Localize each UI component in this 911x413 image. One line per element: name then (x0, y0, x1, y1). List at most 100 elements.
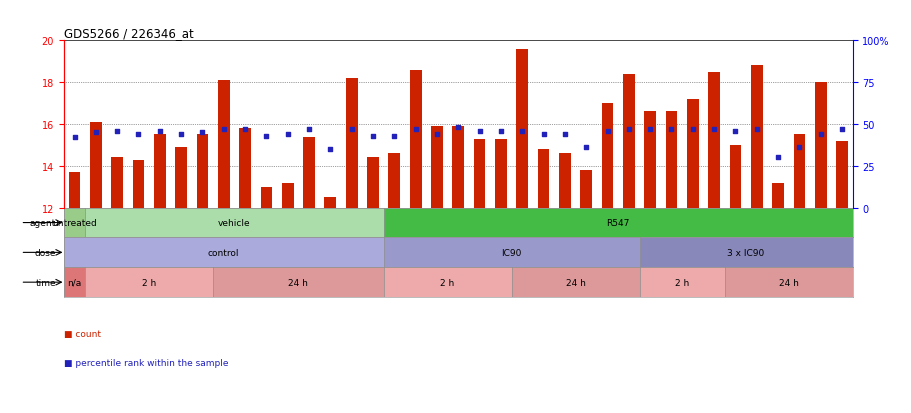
Point (663, 126, 678, 133)
Bar (197, 135, 208, 208)
Bar (175, 148, 187, 208)
Point (472, 128, 486, 135)
Bar (643, 112, 655, 208)
Point (685, 126, 700, 133)
Point (749, 126, 763, 133)
Text: n/a: n/a (67, 278, 82, 287)
Point (642, 126, 657, 133)
Bar (239, 129, 251, 208)
Bar (90, 123, 101, 208)
Bar (384, 208, 852, 238)
Text: 24 h: 24 h (288, 278, 308, 287)
Bar (132, 160, 144, 208)
Point (621, 126, 636, 133)
Bar (750, 66, 762, 208)
Bar (686, 100, 698, 208)
Point (792, 145, 806, 152)
Bar (431, 127, 443, 208)
Text: ■ percentile rank within the sample: ■ percentile rank within the sample (64, 358, 228, 368)
Point (365, 133, 380, 140)
Bar (302, 137, 314, 208)
Point (493, 128, 507, 135)
Point (174, 131, 189, 138)
Point (557, 131, 571, 138)
Bar (708, 73, 719, 208)
Bar (495, 139, 507, 208)
Bar (724, 268, 852, 297)
Bar (814, 83, 825, 208)
Point (88, 130, 103, 136)
Bar (85, 208, 384, 238)
Point (408, 126, 423, 133)
Text: time: time (36, 278, 56, 287)
Text: 2 h: 2 h (674, 278, 689, 287)
Text: 24 h: 24 h (778, 278, 798, 287)
Text: 24 h: 24 h (565, 278, 585, 287)
Bar (261, 188, 272, 208)
Point (770, 155, 784, 161)
Point (451, 125, 466, 131)
Bar (516, 50, 527, 208)
Point (344, 126, 359, 133)
Text: vehicle: vehicle (218, 218, 251, 228)
Point (429, 131, 444, 138)
Bar (579, 171, 591, 208)
Text: 2 h: 2 h (440, 278, 455, 287)
Bar (622, 75, 634, 208)
Bar (729, 145, 741, 208)
Bar (384, 268, 511, 297)
Bar (639, 238, 852, 268)
Bar (537, 150, 548, 208)
Point (706, 126, 721, 133)
Bar (409, 71, 421, 208)
Bar (345, 79, 357, 208)
Text: control: control (208, 248, 240, 257)
Bar (64, 268, 85, 297)
Bar (85, 268, 213, 297)
Bar (111, 158, 123, 208)
Point (302, 126, 316, 133)
Point (322, 147, 337, 153)
Text: IC90: IC90 (501, 248, 521, 257)
Bar (639, 268, 724, 297)
Bar (558, 154, 570, 208)
Bar (281, 183, 293, 208)
Point (238, 126, 252, 133)
Text: agent: agent (30, 218, 56, 228)
Point (67, 135, 82, 141)
Point (195, 130, 210, 136)
Text: dose: dose (35, 248, 56, 257)
Bar (511, 268, 639, 297)
Point (131, 131, 146, 138)
Point (216, 126, 230, 133)
Point (813, 131, 827, 138)
Point (515, 128, 529, 135)
Point (386, 133, 401, 140)
Text: ■ count: ■ count (64, 330, 101, 339)
Point (152, 128, 167, 135)
Bar (388, 154, 400, 208)
Bar (601, 104, 613, 208)
Text: 3 x IC90: 3 x IC90 (727, 248, 764, 257)
Bar (772, 183, 783, 208)
Bar (213, 268, 384, 297)
Bar (473, 139, 485, 208)
Bar (68, 173, 80, 208)
Point (536, 131, 550, 138)
Bar (218, 81, 230, 208)
Bar (367, 158, 378, 208)
Bar (452, 127, 464, 208)
Bar (793, 135, 804, 208)
Bar (154, 135, 166, 208)
Point (578, 145, 593, 152)
Point (834, 126, 848, 133)
Bar (384, 238, 639, 268)
Text: untreated: untreated (52, 218, 97, 228)
Bar (64, 208, 85, 238)
Text: 2 h: 2 h (142, 278, 156, 287)
Bar (835, 141, 847, 208)
Bar (324, 198, 336, 208)
Bar (64, 238, 384, 268)
Text: R547: R547 (606, 218, 630, 228)
Point (259, 133, 273, 140)
